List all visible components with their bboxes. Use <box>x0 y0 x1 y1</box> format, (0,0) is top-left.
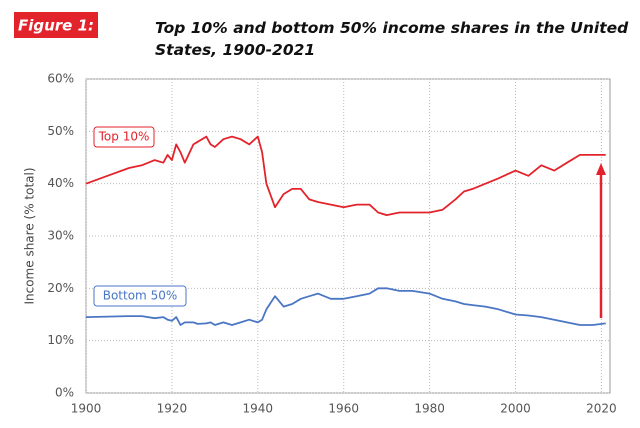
x-tick-label: 1920 <box>157 402 188 416</box>
x-tick-label: 1960 <box>328 402 359 416</box>
legend-label: Top 10% <box>98 130 150 144</box>
y-tick-label: 30% <box>47 229 74 243</box>
x-tick-label: 1900 <box>71 402 102 416</box>
y-axis-label: Income share (% total) <box>23 167 37 304</box>
x-tick-label: 1940 <box>243 402 274 416</box>
legend-box <box>93 285 187 307</box>
arrow-head <box>596 163 606 175</box>
legend-label: Bottom 50% <box>103 289 178 303</box>
y-tick-label: 0% <box>55 386 74 400</box>
figure-label-box <box>14 12 98 38</box>
y-tick-label: 50% <box>47 124 74 138</box>
figure-label: Figure 1: <box>18 17 94 35</box>
y-tick-label: 20% <box>47 281 74 295</box>
x-tick-label: 1980 <box>414 402 445 416</box>
legend-box <box>93 126 155 148</box>
series-line <box>85 287 606 326</box>
y-tick-label: 10% <box>47 333 74 347</box>
x-tick-label: 2000 <box>500 402 531 416</box>
y-tick-label: 40% <box>47 176 74 190</box>
y-tick-label: 60% <box>47 72 74 86</box>
x-tick-label: 2020 <box>586 402 617 416</box>
series-line <box>85 135 606 216</box>
chart-title: Top 10% and bottom 50% income shares in … <box>155 19 629 59</box>
